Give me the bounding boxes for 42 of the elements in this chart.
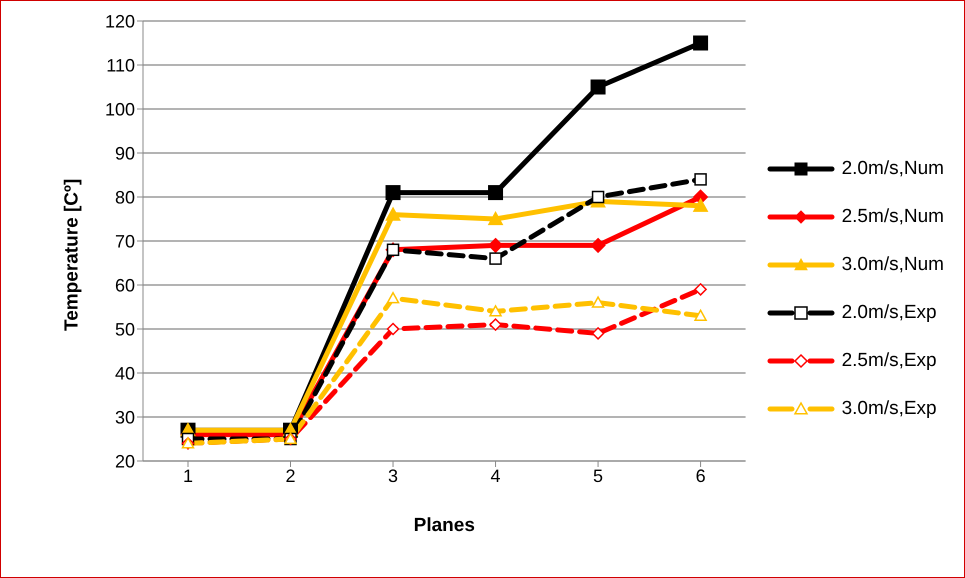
x-tick-label: 5 [593, 466, 604, 486]
legend-label: 3.0m/s,Exp [842, 398, 937, 420]
y-axis-title: Temperature [Cº] [62, 178, 83, 331]
point [489, 318, 502, 331]
y-tick-label: 40 [114, 363, 135, 384]
point [386, 207, 401, 221]
x-tick-label: 3 [388, 466, 398, 486]
x-tick-label: 2 [286, 466, 296, 486]
x-axis-title: Planes [414, 515, 475, 536]
point [489, 305, 502, 317]
point [386, 322, 400, 336]
legend-label: 3.0m/s,Num [842, 254, 944, 276]
point [386, 185, 401, 200]
point [590, 80, 606, 94]
point [488, 212, 504, 226]
y-tick-label: 60 [114, 275, 135, 296]
y-tick-label: 30 [114, 407, 135, 428]
point [489, 252, 502, 265]
point [592, 190, 604, 204]
y-tick-label: 80 [114, 187, 135, 208]
y-tick-label: 20 [114, 451, 135, 472]
point [693, 198, 708, 212]
legend-label: 2.5m/s,Exp [842, 350, 937, 372]
legend-label: 2.0m/s,Exp [842, 302, 937, 324]
point [694, 310, 707, 321]
x-tick-label: 4 [490, 466, 501, 486]
x-tick-label: 6 [696, 466, 706, 486]
y-tick-label: 50 [114, 319, 135, 340]
y-tick-label: 100 [104, 99, 135, 120]
point [694, 283, 707, 296]
y-tick-label: 110 [106, 55, 135, 76]
x-tick-label: 1 [182, 466, 194, 486]
point [592, 296, 604, 308]
legend-label: 2.5m/s,Num [842, 206, 944, 228]
point [488, 185, 504, 200]
y-tick-label: 90 [114, 143, 135, 164]
point [694, 173, 707, 186]
y-tick-label: 70 [114, 231, 135, 252]
point [590, 238, 606, 253]
y-tick-label: 120 [104, 11, 135, 32]
point [386, 292, 400, 304]
legend-label: 2.0m/s,Num [842, 158, 944, 180]
